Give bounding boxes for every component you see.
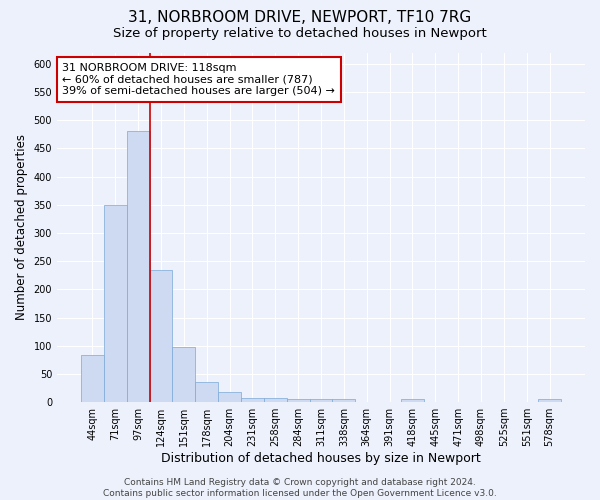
Text: Size of property relative to detached houses in Newport: Size of property relative to detached ho… [113,28,487,40]
Text: 31 NORBROOM DRIVE: 118sqm
← 60% of detached houses are smaller (787)
39% of semi: 31 NORBROOM DRIVE: 118sqm ← 60% of detac… [62,63,335,96]
Bar [81,356,104,402]
Bar [218,392,241,402]
Bar [310,400,332,402]
X-axis label: Distribution of detached houses by size in Newport: Distribution of detached houses by size … [161,452,481,465]
Bar [332,400,355,402]
Bar [127,132,149,402]
Bar [401,400,424,402]
Bar [241,398,264,402]
Bar [264,398,287,402]
Bar [538,400,561,402]
Bar [104,204,127,402]
Text: Contains HM Land Registry data © Crown copyright and database right 2024.
Contai: Contains HM Land Registry data © Crown c… [103,478,497,498]
Bar [149,270,172,402]
Text: 31, NORBROOM DRIVE, NEWPORT, TF10 7RG: 31, NORBROOM DRIVE, NEWPORT, TF10 7RG [128,10,472,25]
Bar [196,382,218,402]
Bar [172,347,196,402]
Bar [287,400,310,402]
Y-axis label: Number of detached properties: Number of detached properties [15,134,28,320]
